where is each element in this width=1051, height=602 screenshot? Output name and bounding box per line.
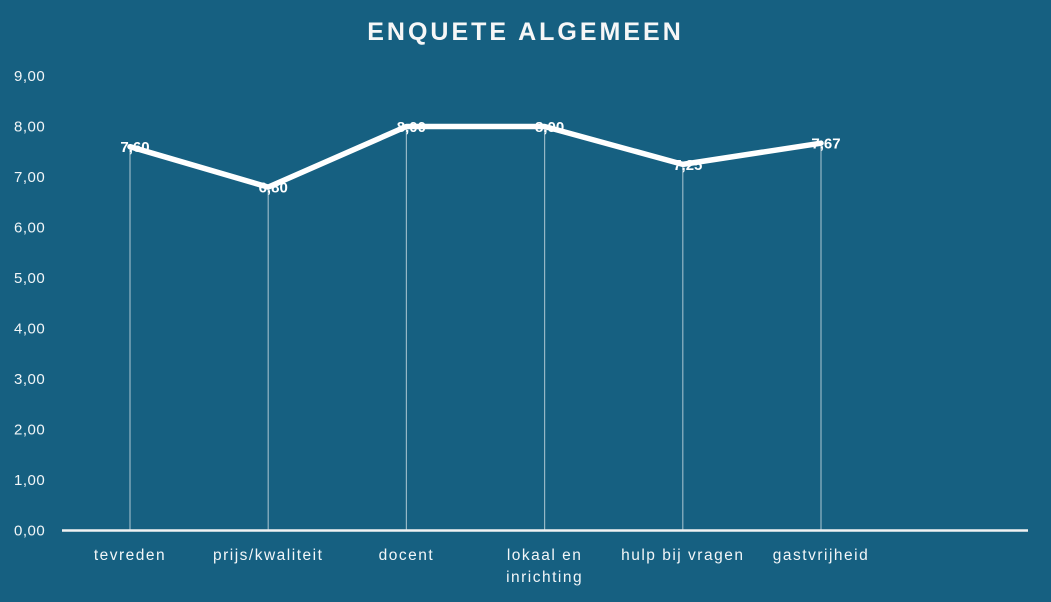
y-axis-tick: 1,00 <box>14 472 45 489</box>
y-axis-tick: 9,00 <box>14 68 45 85</box>
x-axis-label: lokaal en inrichting <box>506 547 583 586</box>
y-axis-tick: 3,00 <box>14 371 45 388</box>
x-axis-label: hulp bij vragen <box>621 547 744 564</box>
y-axis-tick: 0,00 <box>14 523 45 540</box>
y-axis-tick: 8,00 <box>14 119 45 136</box>
y-axis-tick: 2,00 <box>14 422 45 439</box>
x-axis-label: gastvrijheid <box>773 547 869 564</box>
x-axis-label: tevreden <box>94 547 166 564</box>
x-axis-label: prijs/kwaliteit <box>213 547 323 564</box>
x-axis-label: docent <box>379 547 435 564</box>
y-axis-tick: 7,00 <box>14 169 45 186</box>
series-line <box>127 123 824 190</box>
chart-title: ENQUETE ALGEMEEN <box>367 18 684 46</box>
y-axis-tick: 4,00 <box>14 321 45 338</box>
data-label: 7,67 <box>811 136 840 153</box>
y-axis-tick: 5,00 <box>14 270 45 287</box>
y-axis-tick: 6,00 <box>14 220 45 237</box>
